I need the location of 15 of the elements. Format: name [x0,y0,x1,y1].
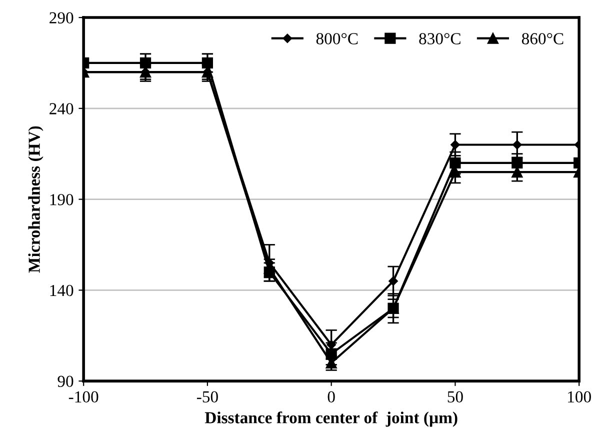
y-tick-label: 290 [50,12,74,24]
legend-label: 800°C [316,33,358,44]
legend-label: 830°C [419,33,460,44]
y-axis-title: Microhardness (HV) [28,126,44,273]
y-tick-label: 190 [50,194,74,206]
legend-label: 860°C [522,33,564,44]
x-axis-title: Disstance from center of joint (µm) [204,411,458,427]
y-tick-label: 140 [50,284,74,296]
y-tick-label: 240 [50,103,74,114]
x-tick-label: 100 [568,391,591,403]
x-tick-label: -100 [68,391,98,403]
x-tick-label: 0 [328,391,335,403]
y-tick-label: 90 [58,376,74,388]
x-tick-label: 50 [448,391,463,403]
x-tick-label: -50 [196,391,218,403]
